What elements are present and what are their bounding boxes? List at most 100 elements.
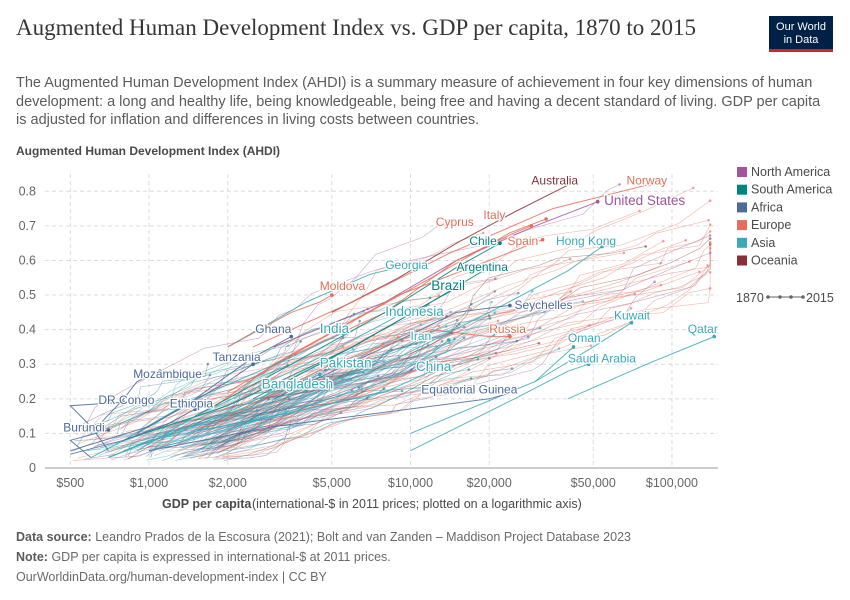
country-label-equatorial-guinea[interactable]: Equatorial Guinea xyxy=(420,381,519,398)
trajectory-endpoint xyxy=(568,257,572,261)
country-label-cyprus[interactable]: Cyprus xyxy=(435,214,476,231)
legend-label-africa[interactable]: Africa xyxy=(751,200,783,214)
background-trajectory xyxy=(222,261,690,457)
background-trajectory xyxy=(213,301,492,445)
trajectory-endpoint xyxy=(488,317,492,320)
trajectory-endpoint xyxy=(659,261,663,265)
country-label-moldova[interactable]: Moldova xyxy=(319,278,367,295)
country-label-norway[interactable]: Norway xyxy=(625,172,668,189)
background-trajectory xyxy=(211,311,545,439)
country-label-mozambique[interactable]: Mozambique xyxy=(132,366,204,383)
series-line-georgia xyxy=(227,266,399,348)
background-trajectory xyxy=(221,293,635,450)
country-label-oman[interactable]: Oman xyxy=(567,330,602,347)
background-trajectory xyxy=(150,375,379,458)
series-point-bangladesh xyxy=(272,386,276,391)
country-label-ghana[interactable]: Ghana xyxy=(254,321,293,338)
trajectory-endpoint xyxy=(589,344,593,348)
trajectory-endpoint xyxy=(365,364,369,367)
country-label-australia[interactable]: Australia xyxy=(530,172,580,189)
trajectory-endpoint xyxy=(382,360,386,363)
background-trajectory xyxy=(192,315,442,442)
data-source: Data source: Leandro Prados de la Escosu… xyxy=(16,530,631,544)
credit-link[interactable]: OurWorldinData.org/human-development-ind… xyxy=(16,570,327,584)
trajectory-endpoint xyxy=(390,348,393,352)
logo-line-2: in Data xyxy=(783,34,819,46)
y-tick-label: 0.4 xyxy=(19,323,36,337)
country-label-hong-kong[interactable]: Hong Kong xyxy=(555,233,618,250)
trajectory-endpoint xyxy=(476,357,480,361)
trajectory-endpoint xyxy=(659,283,663,287)
background-trajectory xyxy=(222,244,711,458)
background-trajectory xyxy=(142,325,506,440)
series-point-china xyxy=(429,369,434,374)
country-label-united-states[interactable]: United States xyxy=(603,192,687,210)
country-label-ethiopia[interactable]: Ethiopia xyxy=(168,395,214,412)
y-axis-title: Augmented Human Development Index (AHDI) xyxy=(16,144,281,158)
country-label-kuwait[interactable]: Kuwait xyxy=(613,307,652,324)
trajectory-endpoint xyxy=(487,314,491,317)
country-label-tanzania[interactable]: Tanzania xyxy=(211,349,262,366)
legend-swatch-asia xyxy=(737,237,747,248)
background-trajectory xyxy=(125,224,711,432)
country-label-india[interactable]: India xyxy=(319,320,351,338)
country-label-brazil[interactable]: Brazil xyxy=(430,277,466,295)
country-label-bangladesh[interactable]: Bangladesh xyxy=(261,375,335,393)
legend-label-south-america[interactable]: South America xyxy=(751,183,832,197)
trajectory-endpoint xyxy=(708,270,712,274)
country-label-chile[interactable]: Chile xyxy=(468,233,498,250)
trajectory-endpoint xyxy=(494,277,497,281)
country-label-pakistan[interactable]: Pakistan xyxy=(319,354,373,372)
trajectory-endpoint xyxy=(206,362,210,366)
background-trajectory xyxy=(93,220,446,447)
x-tick-label: $20,000 xyxy=(467,476,512,490)
country-label-burundi[interactable]: Burundi xyxy=(62,419,106,436)
series-line-saudi-arabia xyxy=(410,363,589,452)
trajectory-endpoint xyxy=(469,307,473,311)
trajectory-endpoint xyxy=(428,296,432,300)
trajectory-endpoint xyxy=(255,409,259,412)
country-label-indonesia[interactable]: Indonesia xyxy=(384,303,446,321)
trajectory-endpoint xyxy=(423,332,427,335)
background-trajectory xyxy=(142,219,709,428)
data-source-text[interactable]: Leandro Prados de la Escosura (2021); Bo… xyxy=(95,530,631,544)
country-label-seychelles[interactable]: Seychelles xyxy=(513,297,574,314)
legend-label-north-america[interactable]: North America xyxy=(751,165,830,179)
background-trajectory xyxy=(190,369,412,448)
country-label-saudi-arabia[interactable]: Saudi Arabia xyxy=(567,350,638,367)
background-trajectory xyxy=(223,390,403,462)
country-label-russia[interactable]: Russia xyxy=(488,321,528,338)
trajectory-endpoint xyxy=(463,325,466,329)
country-label-italy[interactable]: Italy xyxy=(482,207,507,224)
background-trajectory xyxy=(221,244,711,447)
owid-logo[interactable]: Our World in Data xyxy=(769,16,833,52)
country-label-spain[interactable]: Spain xyxy=(506,233,539,250)
background-trajectory xyxy=(158,349,392,452)
legend-label-europe[interactable]: Europe xyxy=(751,218,791,232)
series-line-cyprus xyxy=(273,225,532,365)
country-label-qatar[interactable]: Qatar xyxy=(687,321,720,338)
country-label-china[interactable]: China xyxy=(415,358,453,376)
note-label: Note: xyxy=(16,550,48,564)
trajectory-endpoint xyxy=(653,280,656,284)
trajectory-endpoint xyxy=(358,319,362,323)
background-trajectory xyxy=(211,326,447,434)
legend-label-asia[interactable]: Asia xyxy=(751,236,775,250)
series-point-saudi-arabia xyxy=(586,362,591,367)
trajectory-endpoint xyxy=(548,307,551,311)
country-label-georgia[interactable]: Georgia xyxy=(384,257,430,274)
country-label-dr-congo[interactable]: DR Congo xyxy=(97,392,156,409)
legend-label-oceania[interactable]: Oceania xyxy=(751,254,798,268)
time-legend-dot xyxy=(778,295,782,299)
trajectory-endpoint xyxy=(708,234,712,237)
country-label-argentina[interactable]: Argentina xyxy=(455,259,509,276)
background-trajectory xyxy=(218,240,664,442)
trajectory-endpoint xyxy=(490,300,493,304)
country-label-iran[interactable]: Iran xyxy=(409,328,432,345)
trajectory-endpoint xyxy=(638,209,641,213)
background-trajectory xyxy=(222,265,708,459)
background-trajectory xyxy=(161,320,458,462)
trajectory-endpoint xyxy=(618,183,621,186)
note: Note: GDP per capita is expressed in int… xyxy=(16,550,391,564)
series-point-united-states xyxy=(595,199,600,204)
